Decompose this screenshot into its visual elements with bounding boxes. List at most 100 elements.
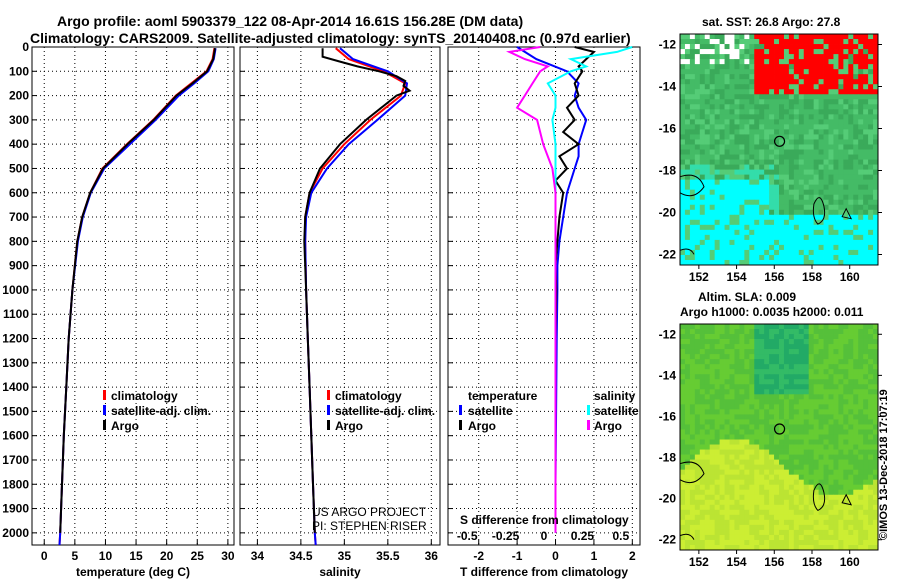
map-cell <box>853 354 859 360</box>
map-cell <box>749 529 755 536</box>
map-cell <box>764 354 770 360</box>
map-cell <box>704 214 711 221</box>
map-cell <box>739 489 745 496</box>
map-cell <box>873 99 879 105</box>
map-cell <box>873 479 879 486</box>
map-cell <box>739 224 745 231</box>
map-cell <box>764 84 770 90</box>
map-cell <box>724 219 730 226</box>
map-cell <box>709 109 716 115</box>
map-cell <box>734 454 740 460</box>
map-cell <box>853 234 859 241</box>
map-cell <box>828 159 834 165</box>
map-cell <box>823 189 829 196</box>
map-cell <box>818 89 824 95</box>
map-cell <box>739 389 745 395</box>
map-cell <box>684 474 691 481</box>
map-cell <box>729 529 735 536</box>
map-cell <box>709 504 716 511</box>
map-cell <box>764 404 770 410</box>
map-cell <box>734 104 740 110</box>
map-cell <box>704 369 711 375</box>
map-cell <box>783 414 790 420</box>
map-cell <box>793 324 800 330</box>
map-cell <box>699 419 706 425</box>
x-axis-label: temperature (deg C) <box>76 565 190 579</box>
map-cell <box>719 339 725 345</box>
map-cell <box>714 514 720 521</box>
map-cell <box>709 134 716 140</box>
map-cell <box>858 494 864 501</box>
map-cell <box>769 184 775 191</box>
map-cell <box>764 259 770 266</box>
map-cell <box>823 339 829 345</box>
map-cell <box>798 44 805 50</box>
map-cell <box>744 499 750 506</box>
map-cell <box>868 354 874 360</box>
map-cell <box>729 404 735 410</box>
map-cell <box>813 324 819 330</box>
map-cell <box>734 489 740 496</box>
map-cell <box>788 469 795 476</box>
map-cell <box>803 539 810 546</box>
map-cell <box>868 334 874 340</box>
map-cell <box>689 329 696 335</box>
map-cell <box>783 189 790 196</box>
map-cell <box>754 114 760 120</box>
map-cell <box>788 249 795 256</box>
map-cell <box>754 514 760 521</box>
map-cell <box>803 389 810 395</box>
map-cell <box>813 484 819 491</box>
map-cell <box>793 444 800 450</box>
map-cell <box>818 469 824 476</box>
map-cell <box>759 109 765 115</box>
map-cell <box>729 374 735 380</box>
map-cell <box>793 244 800 251</box>
map-cell <box>813 214 819 221</box>
map-cell <box>823 219 829 226</box>
map-cell <box>744 384 750 390</box>
map-cell <box>764 129 770 135</box>
map-cell <box>858 159 864 165</box>
map-cell <box>739 364 745 370</box>
map-cell <box>774 544 780 551</box>
map-cell <box>764 484 770 491</box>
map-cell <box>873 504 879 511</box>
map-cell <box>744 79 750 85</box>
map-cell <box>818 134 824 140</box>
map-cell <box>838 234 844 241</box>
map-cell <box>699 404 706 410</box>
map-cell <box>739 124 745 130</box>
map-cell <box>764 164 770 170</box>
map-cell <box>759 539 765 546</box>
map-cell <box>680 154 686 160</box>
map-cell <box>868 444 874 450</box>
map-cell <box>808 439 815 445</box>
map-cell <box>863 469 869 476</box>
map-cell <box>863 184 869 191</box>
map-cell <box>788 519 795 526</box>
map-cell <box>788 234 795 241</box>
map-cell <box>808 159 815 165</box>
map-cell <box>848 249 854 256</box>
map-cell <box>694 464 701 471</box>
map-cell <box>774 234 780 241</box>
map-cell <box>803 394 810 400</box>
map-cell <box>684 419 691 425</box>
map-cell <box>853 244 859 251</box>
map-cell <box>823 349 829 355</box>
map-cell <box>744 454 750 460</box>
map-cell <box>838 374 844 380</box>
map-cell <box>719 519 725 526</box>
map-cell <box>873 369 879 375</box>
map-cell <box>838 139 844 145</box>
map-cell <box>759 169 765 176</box>
map-cell <box>833 399 839 405</box>
map-cell <box>868 374 874 380</box>
map-cell <box>798 414 805 420</box>
map-cell <box>803 519 810 526</box>
map-cell <box>873 484 879 491</box>
map-cell <box>823 64 829 70</box>
map-cell <box>684 44 691 50</box>
map-cell <box>764 359 770 365</box>
